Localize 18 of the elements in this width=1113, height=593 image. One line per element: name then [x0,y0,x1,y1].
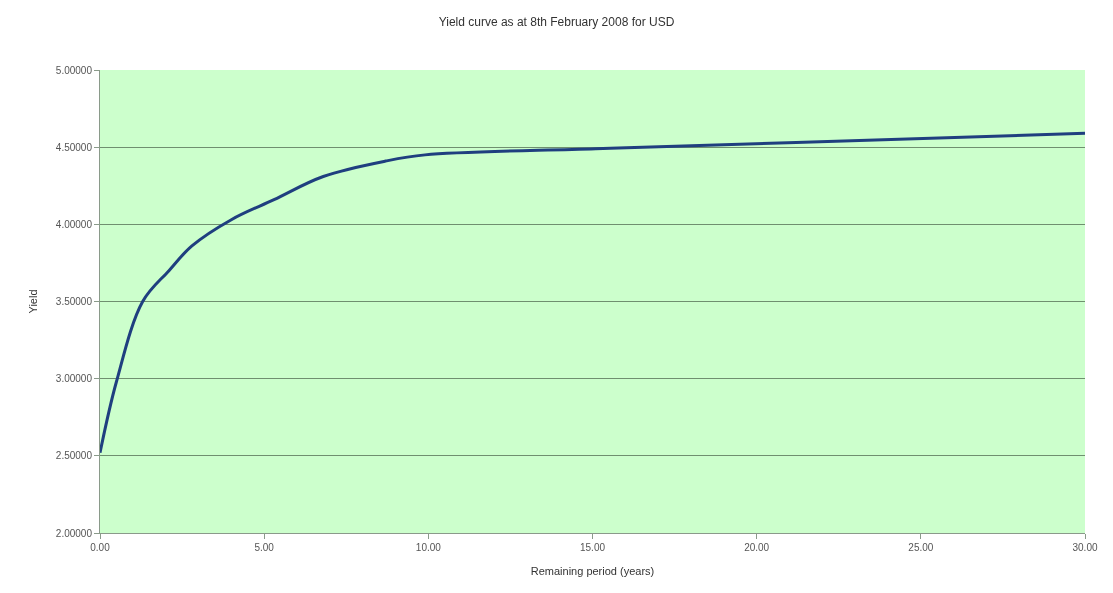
y-tick-label: 3.50000 [55,296,93,307]
x-tick-label: 15.00 [579,542,606,553]
y-tick-label: 5.00000 [55,64,93,76]
chart-title: Yield curve as at 8th February 2008 for USD [438,15,675,30]
x-tick-label: 10.00 [415,542,442,553]
x-tick-label: 5.00 [254,542,275,553]
x-tick-label: 25.00 [908,542,934,553]
y-tick-label: 4.50000 [55,141,93,153]
x-tick-label: 0.00 [90,542,111,553]
y-tick-label: 2.50000 [55,450,93,462]
line-series [100,131,1085,455]
x-tick-label: 30.00 [1072,542,1098,553]
y-axis-title: Yield [27,289,40,314]
x-tick-label: 20.00 [744,542,770,553]
y-tick-label: 3.00000 [55,373,93,385]
x-axis-title: Remaining period (years) [530,565,655,578]
y-tick-label: 4.00000 [55,218,93,230]
y-tick-label: 2.00000 [55,527,93,539]
